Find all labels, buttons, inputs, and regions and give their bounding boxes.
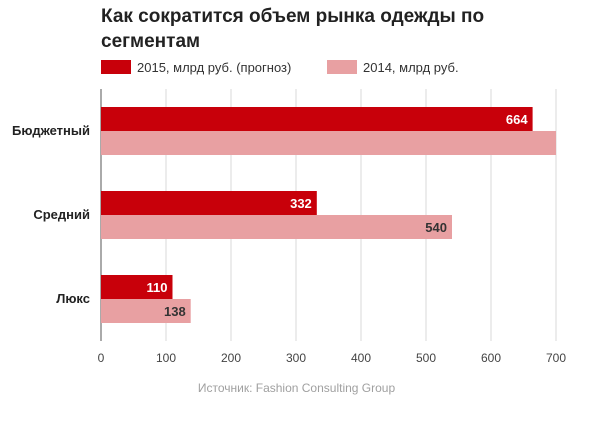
x-tick-label: 0 (98, 351, 105, 365)
category-label: Бюджетный (12, 123, 90, 138)
bar-0-1 (101, 191, 317, 215)
x-tick-label: 500 (416, 351, 436, 365)
data-label-1-2: 138 (164, 304, 186, 319)
legend-item-2014: 2014, млрд руб. (327, 59, 459, 75)
legend-label-2014: 2014, млрд руб. (363, 59, 459, 75)
data-label-0-0: 664 (506, 112, 528, 127)
data-label-0-1: 332 (290, 196, 312, 211)
bar-1-0 (101, 131, 556, 155)
category-label: Средний (33, 207, 90, 222)
x-tick-label: 100 (156, 351, 176, 365)
bar-0-0 (101, 107, 533, 131)
x-tick-label: 600 (481, 351, 501, 365)
chart-title: Как сократится объем рынка одежды по сег… (101, 6, 485, 52)
legend-swatch-2014 (327, 60, 357, 74)
bar-1-1 (101, 215, 452, 239)
x-tick-label: 200 (221, 351, 241, 365)
legend-swatch-2015 (101, 60, 131, 74)
x-tick-label: 700 (546, 351, 566, 365)
category-label: Люкс (56, 291, 90, 306)
legend-item-2015: 2015, млрд руб. (прогноз) (101, 59, 291, 75)
x-tick-label: 400 (351, 351, 371, 365)
legend-label-2015: 2015, млрд руб. (прогноз) (137, 59, 292, 75)
x-tick-label: 300 (286, 351, 306, 365)
bar-1-2 (101, 299, 191, 323)
bar-0-2 (101, 275, 173, 299)
source-note: Источник: Fashion Consulting Group (197, 381, 396, 395)
data-label-0-2: 110 (147, 280, 168, 295)
data-label-1-1: 540 (425, 220, 447, 235)
